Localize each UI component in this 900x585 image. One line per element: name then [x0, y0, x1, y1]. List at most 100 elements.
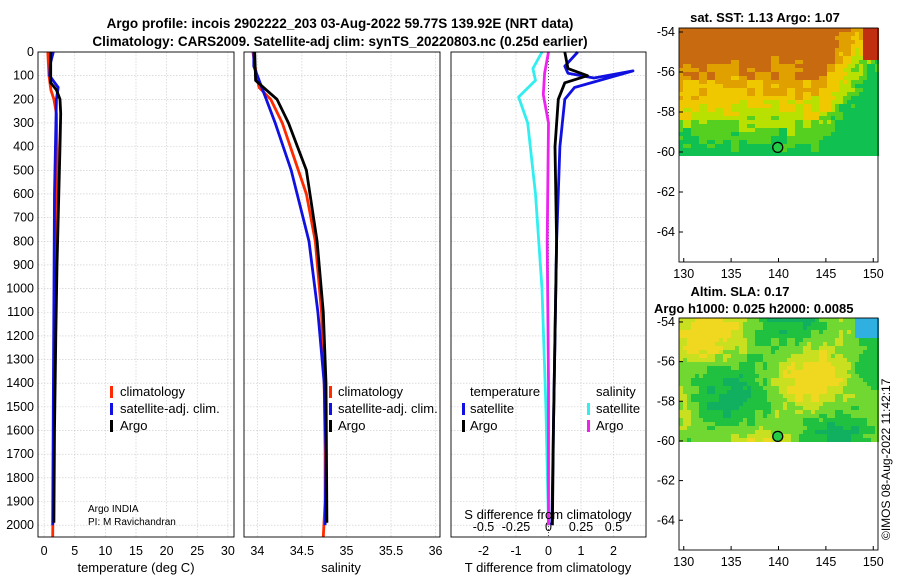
map-cell [811, 148, 815, 152]
map-cell [715, 438, 719, 442]
map-cell [795, 120, 799, 124]
map-cell [803, 354, 807, 358]
map-cell [851, 132, 855, 136]
map-cell [695, 394, 699, 398]
map-cell [867, 430, 871, 434]
map-cell [831, 410, 835, 414]
map-cell [703, 374, 707, 378]
map-cell [683, 32, 687, 36]
map-cell [719, 402, 723, 406]
map-cell [679, 430, 683, 434]
map-cell [743, 56, 747, 60]
map-cell [839, 342, 843, 346]
map-cell [695, 346, 699, 350]
map-cell [763, 128, 767, 132]
map-cell [735, 112, 739, 116]
map-cell [783, 370, 787, 374]
map-cell [843, 370, 847, 374]
map-cell [839, 378, 843, 382]
map-cell [743, 326, 747, 330]
map-cell [715, 378, 719, 382]
map-cell [763, 426, 767, 430]
map-cell [807, 112, 811, 116]
map-cell [755, 394, 759, 398]
map-cell [863, 32, 867, 36]
map-cell [783, 338, 787, 342]
map-cell [863, 386, 867, 390]
map-cell [683, 322, 687, 326]
depth-tick-label: 1500 [6, 400, 34, 414]
map-cell [679, 68, 683, 72]
map-cell [707, 132, 711, 136]
map-cell [775, 124, 779, 128]
map-cell [807, 350, 811, 354]
map-cell [839, 358, 843, 362]
map-cell [767, 366, 771, 370]
map-cell [715, 140, 719, 144]
map-cell [839, 148, 843, 152]
map-cell [859, 410, 863, 414]
map-cell [827, 36, 831, 40]
map-cell [807, 100, 811, 104]
map-cell [703, 338, 707, 342]
map-cell [739, 422, 743, 426]
map-cell [847, 406, 851, 410]
map-cell [839, 104, 843, 108]
map-cell [871, 132, 875, 136]
map-cell [771, 112, 775, 116]
map-cell [839, 406, 843, 410]
map-cell [715, 358, 719, 362]
map-cell [795, 422, 799, 426]
map-cell [771, 96, 775, 100]
map-cell [679, 40, 683, 44]
map-cell [739, 40, 743, 44]
map-cell [811, 362, 815, 366]
map-cell [871, 52, 875, 56]
map-cell [871, 362, 875, 366]
map-cell [775, 152, 779, 156]
map-cell [871, 140, 875, 144]
map-cell [707, 96, 711, 100]
map-cell [771, 338, 775, 342]
map-cell [727, 346, 731, 350]
map-cell [759, 362, 763, 366]
map-cell [747, 406, 751, 410]
map-cell [715, 72, 719, 76]
map-cell [711, 398, 715, 402]
map-cell [679, 410, 683, 414]
map-cell [823, 414, 827, 418]
map-cell [795, 354, 799, 358]
map-cell [747, 64, 751, 68]
x-tick-label: 34 [250, 544, 264, 558]
map-cell [787, 76, 791, 80]
map-cell [843, 406, 847, 410]
map-cell [783, 326, 787, 330]
map-cell [699, 410, 703, 414]
map-cell [755, 418, 759, 422]
map-cell [703, 386, 707, 390]
map-cell [875, 398, 879, 402]
map-cell [735, 144, 739, 148]
map-cell [755, 152, 759, 156]
map-cell [867, 152, 871, 156]
map-cell [779, 402, 783, 406]
map-cell [875, 80, 879, 84]
map-cell [803, 370, 807, 374]
map-cell [843, 430, 847, 434]
map-cell [827, 366, 831, 370]
map-cell [751, 108, 755, 112]
map-cell [739, 434, 743, 438]
map-cell [743, 64, 747, 68]
map-cell [799, 88, 803, 92]
map-cell [743, 132, 747, 136]
legend-label-satellite-2: satellite-adj. clim. [338, 401, 438, 416]
map-cell [719, 318, 723, 322]
map-cell [819, 132, 823, 136]
map-cell [859, 406, 863, 410]
map-cell [751, 370, 755, 374]
map-cell [771, 120, 775, 124]
map-cell [791, 120, 795, 124]
map-cell [783, 92, 787, 96]
map-cell [755, 410, 759, 414]
map-cell [747, 326, 751, 330]
